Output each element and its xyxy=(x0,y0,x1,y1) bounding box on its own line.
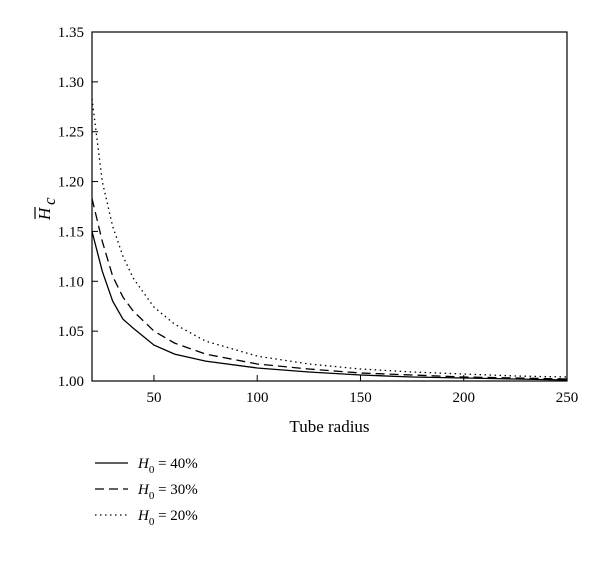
legend-label-0: H0 = 40% xyxy=(137,456,198,476)
x-tick-label: 150 xyxy=(349,390,372,406)
axis-ticks: 50 100 150 200 250 1.00 1.05 1.10 1.15 1.20 1.25 1.… xyxy=(58,25,579,406)
legend-label-main: H xyxy=(137,482,150,498)
x-tick-label: 200 xyxy=(452,390,475,406)
y-tick-label: 1.00 xyxy=(58,374,84,390)
y-tick-label: 1.25 xyxy=(58,125,84,141)
legend-label-2: H0 = 20% xyxy=(137,508,198,528)
x-axis-title: Tube radius xyxy=(289,417,369,436)
legend-label-rest: = 30% xyxy=(154,482,197,498)
y-tick-label: 1.30 xyxy=(58,75,84,91)
series-lines xyxy=(91,98,568,381)
legend-label-1: H0 = 30% xyxy=(137,482,198,502)
x-tick-label: 250 xyxy=(556,390,579,406)
legend-label-sub: 0 xyxy=(149,490,155,502)
legend-label-main: H xyxy=(137,456,150,472)
y-axis-title-main: H xyxy=(35,206,54,221)
y-tick-label: 1.05 xyxy=(58,324,84,340)
y-tick-label: 1.15 xyxy=(58,224,84,240)
y-axis-title: H c xyxy=(34,197,59,221)
x-tick-label: 100 xyxy=(246,390,269,406)
legend-label-rest: = 20% xyxy=(154,508,197,524)
y-tick-label: 1.10 xyxy=(58,274,84,290)
series-line-2 xyxy=(91,98,568,378)
legend-label-sub: 0 xyxy=(149,516,155,528)
x-tick-label: 50 xyxy=(146,390,161,406)
legend-label-main: H xyxy=(137,508,150,524)
series-line-1 xyxy=(91,198,568,380)
y-tick-label: 1.20 xyxy=(58,175,84,191)
y-axis-title-sub: c xyxy=(40,197,59,205)
series-line-0 xyxy=(91,231,568,381)
legend-label-sub: 0 xyxy=(149,464,155,476)
legend: H0 = 40%H0 = 30%H0 = 20% xyxy=(95,456,198,528)
y-tick-label: 1.35 xyxy=(58,25,84,41)
plot-frame xyxy=(91,31,568,382)
legend-label-rest: = 40% xyxy=(154,456,197,472)
